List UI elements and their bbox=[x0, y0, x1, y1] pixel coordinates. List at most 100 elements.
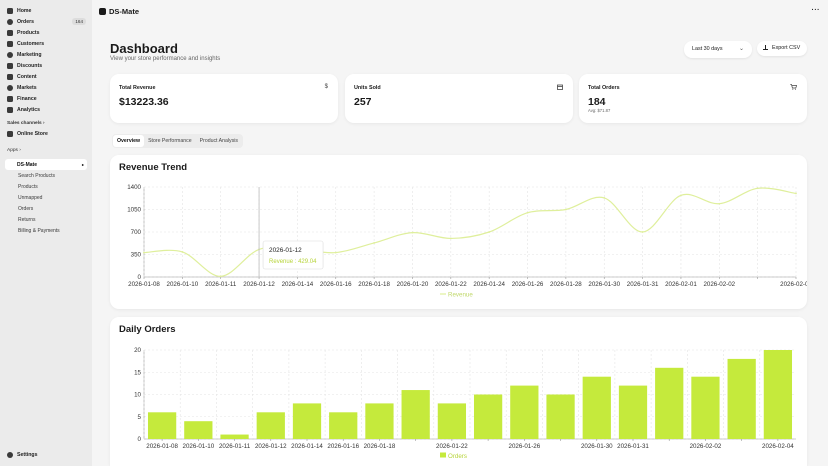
x-tick-label: 2026-01-12 bbox=[255, 443, 287, 450]
app-item-search-products[interactable]: Search Products bbox=[18, 172, 55, 179]
orders-bar bbox=[546, 394, 575, 439]
date-range-select[interactable]: Last 30 days ⌄ bbox=[684, 41, 752, 58]
app-item-orders[interactable]: Orders bbox=[18, 205, 34, 212]
download-icon bbox=[763, 45, 768, 50]
bank-icon bbox=[7, 95, 13, 102]
sidebar-item-marketing[interactable]: Marketing bbox=[0, 49, 92, 60]
chart-icon bbox=[7, 106, 13, 113]
sidebar: Home Orders 164 Products Customers Marketing D… bbox=[0, 0, 92, 466]
sidebar-item-analytics[interactable]: Analytics bbox=[0, 104, 92, 115]
revenue-point bbox=[373, 242, 376, 244]
revenue-point bbox=[680, 194, 682, 197]
store-icon bbox=[7, 130, 13, 137]
x-tick-label: 2026-01-16 bbox=[327, 443, 359, 450]
x-tick-label: 2026-01-10 bbox=[167, 281, 199, 288]
sales-channels-label[interactable]: Sales channels › bbox=[7, 120, 45, 126]
kpi-card-orders: Total Orders 184 Avg: $71.87 bbox=[579, 74, 807, 123]
y-tick-label: 700 bbox=[131, 229, 142, 236]
orders-chart-card: Daily Orders 0 5 10 15 20 2026-01-08 2026-01-1… bbox=[110, 317, 807, 466]
revenue-point bbox=[411, 231, 414, 234]
tab-overview[interactable]: Overview bbox=[113, 135, 145, 147]
x-tick-label: 2026-01-28 bbox=[550, 281, 582, 288]
revenue-point bbox=[641, 231, 644, 233]
app-name: DS-Mate bbox=[109, 7, 140, 16]
revenue-series-line bbox=[143, 187, 797, 277]
orders-bar bbox=[329, 412, 358, 439]
orders-bar bbox=[510, 385, 539, 439]
x-tick-label: 2026-01-10 bbox=[183, 443, 215, 450]
revenue-line-chart: 0 350 700 1050 1400 2026-01-08 2026-01-10 2026-… bbox=[127, 184, 807, 299]
y-tick-label: 20 bbox=[134, 347, 141, 354]
x-tick-label: 2026-01-18 bbox=[364, 443, 396, 450]
legend-label: Orders bbox=[448, 453, 467, 460]
app-item-unmapped[interactable]: Unmapped bbox=[18, 194, 43, 201]
sidebar-item-products[interactable]: Products bbox=[0, 27, 92, 38]
x-tick-label: 2026-01-31 bbox=[617, 443, 649, 450]
more-options-icon[interactable]: ··· bbox=[811, 7, 820, 14]
tooltip-box bbox=[262, 240, 324, 270]
orders-bar bbox=[401, 390, 430, 439]
x-tick-label: 2026-01-14 bbox=[282, 281, 314, 288]
person-icon bbox=[7, 40, 13, 47]
x-tick-label: 2026-01-26 bbox=[512, 281, 544, 288]
cart-icon bbox=[790, 84, 798, 92]
sidebar-item-home[interactable]: Home bbox=[0, 5, 92, 16]
x-tick-label: 2026-01-30 bbox=[581, 443, 613, 450]
box-icon bbox=[557, 84, 563, 92]
y-tick-label: 0 bbox=[138, 436, 142, 443]
page-subtitle: View your store performance and insights bbox=[110, 56, 221, 62]
sidebar-item-customers[interactable]: Customers bbox=[0, 38, 92, 49]
orders-bar bbox=[292, 403, 322, 439]
x-tick-label: 2026-01-31 bbox=[627, 281, 659, 288]
sidebar-item-orders[interactable]: Orders 164 bbox=[0, 16, 92, 27]
sidebar-item-markets[interactable]: Markets bbox=[0, 82, 92, 93]
app-item-ds-mate[interactable]: DS-Mate ▸ bbox=[5, 159, 87, 170]
megaphone-icon bbox=[7, 51, 13, 58]
sidebar-item-settings[interactable]: Settings bbox=[0, 449, 37, 460]
y-tick-label: 1050 bbox=[127, 207, 141, 214]
tab-store-performance[interactable]: Store Performance bbox=[148, 138, 192, 144]
sidebar-item-finance[interactable]: Finance bbox=[0, 93, 92, 104]
kpi-value: $13223.36 bbox=[119, 96, 169, 108]
kpi-value: 184 bbox=[588, 96, 606, 108]
dollar-icon: $ bbox=[324, 84, 328, 90]
caret-icon: ▸ bbox=[81, 162, 84, 167]
app-item-billing-payments[interactable]: Billing & Payments bbox=[18, 227, 60, 234]
y-tick-label: 15 bbox=[134, 369, 141, 376]
sidebar-item-content[interactable]: Content bbox=[0, 71, 92, 82]
x-tick-label: 2026-01-08 bbox=[128, 281, 160, 288]
revenue-point bbox=[526, 211, 529, 214]
kpi-label: Total Orders bbox=[588, 85, 620, 91]
sidebar-item-discounts[interactable]: Discounts bbox=[0, 60, 92, 71]
x-tick-label: 2026-01-22 bbox=[436, 443, 468, 450]
home-icon bbox=[7, 7, 13, 14]
app-logo-icon bbox=[99, 8, 106, 15]
dashboard-tabs: Overview Store Performance Product Analy… bbox=[112, 134, 243, 148]
chart-tooltip: 2026-01-12 Revenue : 429.04 bbox=[262, 240, 324, 270]
chart-title: Revenue Trend bbox=[119, 162, 188, 173]
revenue-point bbox=[718, 202, 721, 205]
sidebar-item-online-store[interactable]: Online Store bbox=[0, 128, 92, 139]
apps-label[interactable]: Apps › bbox=[7, 147, 21, 153]
x-tick-label: 2026-01-18 bbox=[358, 281, 390, 288]
x-tick-label: 2026-02-04 bbox=[780, 281, 807, 288]
orders-bar bbox=[473, 394, 503, 439]
discount-icon bbox=[7, 62, 13, 69]
orders-bar bbox=[582, 376, 611, 439]
app-item-returns[interactable]: Returns bbox=[18, 216, 36, 223]
orders-bar bbox=[763, 350, 793, 439]
revenue-point bbox=[564, 208, 567, 211]
export-csv-button[interactable]: Export CSV bbox=[757, 41, 807, 56]
orders-bar bbox=[691, 376, 720, 439]
orders-bar bbox=[256, 412, 285, 439]
orders-bar bbox=[437, 403, 467, 439]
globe-icon bbox=[7, 84, 13, 91]
app-item-products[interactable]: Products bbox=[18, 183, 38, 190]
orders-bar bbox=[147, 412, 177, 439]
x-tick-label: 2026-02-01 bbox=[665, 281, 697, 288]
tab-product-analysis[interactable]: Product Analysis bbox=[199, 138, 238, 144]
orders-bar bbox=[220, 434, 249, 439]
x-tick-label: 2026-01-30 bbox=[588, 281, 620, 288]
revenue-point bbox=[219, 275, 222, 278]
y-tick-label: 1400 bbox=[127, 184, 141, 191]
